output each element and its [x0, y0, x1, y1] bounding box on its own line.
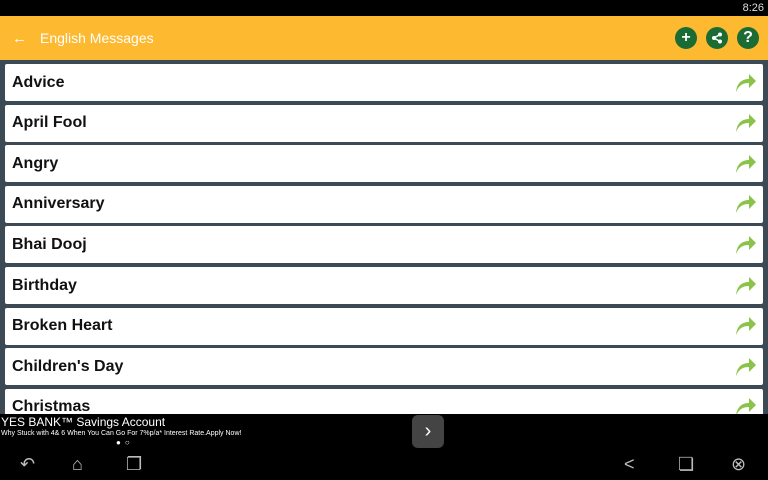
- app-bar: ← English Messages + ?: [0, 16, 768, 60]
- forward-arrow-icon[interactable]: [733, 193, 757, 215]
- list-item[interactable]: Children's Day: [5, 348, 763, 386]
- list-item[interactable]: Christmas: [5, 388, 763, 414]
- ad-title[interactable]: YES BANK™ Savings Account: [1, 415, 166, 429]
- arrow-left-icon[interactable]: ←: [12, 29, 27, 47]
- forward-arrow-icon[interactable]: [733, 315, 757, 337]
- home-icon[interactable]: ⌂: [72, 454, 83, 474]
- list-item-label: April Fool: [12, 114, 87, 132]
- clock: 8:26: [742, 2, 764, 14]
- forward-arrow-icon[interactable]: [733, 153, 757, 175]
- back-icon[interactable]: ↶: [20, 454, 36, 474]
- list-item-label: Bhai Dooj: [12, 235, 87, 253]
- ad-next-button[interactable]: ›: [412, 415, 444, 448]
- list-item-label: Angry: [12, 154, 59, 172]
- close-icon[interactable]: ⊗: [731, 454, 747, 474]
- forward-arrow-icon[interactable]: [733, 112, 757, 134]
- list-item-label: Children's Day: [12, 357, 124, 375]
- forward-arrow-icon[interactable]: [733, 356, 757, 378]
- window-icon[interactable]: ❏: [678, 454, 695, 474]
- ad-banner[interactable]: YES BANK™ Savings Account Why Stuck with…: [0, 414, 768, 450]
- forward-arrow-icon[interactable]: [733, 72, 757, 94]
- list-item[interactable]: Bhai Dooj: [5, 226, 763, 264]
- list-item-label: Advice: [12, 73, 65, 91]
- list-item-label: Christmas: [12, 398, 91, 414]
- add-icon[interactable]: +: [675, 27, 697, 49]
- recents-icon[interactable]: ❐: [126, 454, 143, 474]
- forward-arrow-icon[interactable]: [733, 275, 757, 297]
- share-icon[interactable]: [706, 27, 728, 49]
- ad-text[interactable]: Why Stuck with 4& 6 When You Can Go For …: [1, 430, 242, 437]
- list-item-label: Birthday: [12, 276, 77, 294]
- list-item[interactable]: Advice: [5, 64, 763, 101]
- forward-arrow-icon[interactable]: [733, 396, 757, 414]
- share-icon[interactable]: <: [624, 454, 635, 474]
- list-item[interactable]: Anniversary: [5, 185, 763, 223]
- ad-page-dots: ●○: [116, 438, 134, 447]
- list-item-label: Anniversary: [12, 195, 105, 213]
- list-item[interactable]: Broken Heart: [5, 307, 763, 345]
- status-bar: 8:26: [0, 0, 768, 16]
- system-nav-bar: ↶ ⌂ ❐ < ❏ ⊗: [0, 450, 768, 480]
- list-item[interactable]: Birthday: [5, 267, 763, 304]
- forward-arrow-icon[interactable]: [733, 234, 757, 256]
- list-item-label: Broken Heart: [12, 317, 113, 335]
- message-category-list[interactable]: Advice April Fool Angry Anniversary Bhai Doo…: [0, 60, 768, 414]
- list-item[interactable]: Angry: [5, 145, 763, 183]
- help-icon[interactable]: ?: [737, 27, 759, 49]
- list-item[interactable]: April Fool: [5, 104, 763, 142]
- page-title: English Messages: [40, 30, 154, 46]
